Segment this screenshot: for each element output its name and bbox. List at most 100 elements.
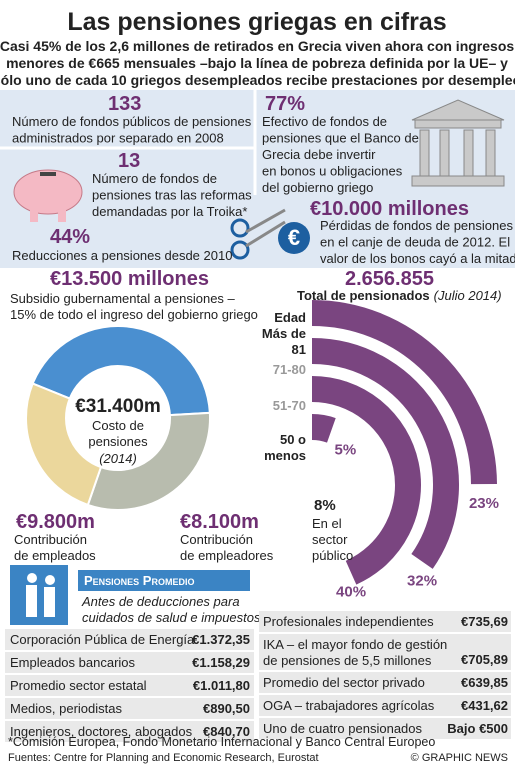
table-note: Antes de deducciones para xyxy=(81,594,240,609)
piggy-icon xyxy=(13,169,83,222)
row-label: Empleados bancarios xyxy=(10,655,136,670)
fact-text: valor de los bonos cayó a la mitad xyxy=(320,251,515,266)
public-text: sector xyxy=(312,532,348,547)
bank-icon xyxy=(411,99,505,187)
row-label: Ingenieros, doctores, abogados xyxy=(10,724,193,739)
row-value: €705,89 xyxy=(461,652,508,667)
cost-label: pensiones xyxy=(88,434,148,449)
fact-value: €10.000 millones xyxy=(310,198,469,220)
age-value: 32% xyxy=(407,572,437,589)
age-value: 5% xyxy=(335,441,357,458)
segment-text: Subsidio gubernamental a pensiones – xyxy=(10,291,236,306)
fact-text: pensiones que el Banco de xyxy=(262,131,419,146)
age-value: 40% xyxy=(336,584,366,601)
pensioners-label: Total de pensionados (Julio 2014) xyxy=(297,288,502,303)
table-title: Pensiones Promedio xyxy=(84,573,194,588)
table-header xyxy=(78,570,250,591)
row-label: Uno de cuatro pensionados xyxy=(263,721,423,736)
fact-text: del gobierno griego xyxy=(262,180,373,195)
row-label: IKA – el mayor fondo de gestión xyxy=(263,637,447,652)
segment-text: Contribución xyxy=(180,532,253,547)
row-label: Profesionales independientes xyxy=(263,614,434,629)
fact-value: 133 xyxy=(108,93,141,115)
footer-credit: © GRAPHIC NEWS xyxy=(411,752,508,764)
segment-text: de empleados xyxy=(14,548,96,563)
fact-value: 77% xyxy=(265,93,305,115)
public-value: 8% xyxy=(314,497,336,514)
age-label: Más de xyxy=(262,326,306,341)
pension-icon xyxy=(27,573,37,583)
table-row xyxy=(259,718,511,739)
public-text: En el xyxy=(312,516,342,531)
age-header: Edad xyxy=(274,310,306,325)
age-label: 71-80 xyxy=(273,362,306,377)
svg-text:€: € xyxy=(288,225,300,250)
segment-text: 15% de todo el ingreso del gobierno grie… xyxy=(10,307,258,322)
pension-icon xyxy=(45,575,55,585)
fact-text: demandadas por la Troika* xyxy=(92,204,247,219)
fact-value: 13 xyxy=(118,150,140,172)
pension-icon xyxy=(44,587,55,617)
row-value: €890,50 xyxy=(203,701,250,716)
footer-source: Fuentes: Centre for Planning and Economi… xyxy=(8,752,319,764)
cost-period: (2014) xyxy=(99,451,137,466)
fact-value: 44% xyxy=(50,226,90,248)
age-arc xyxy=(311,414,336,443)
row-value: €639,85 xyxy=(461,675,508,690)
table-row xyxy=(5,629,254,650)
subtitle: menores de €665 mensuales –bajo la línea… xyxy=(6,55,508,71)
row-label: Corporación Pública de Energía xyxy=(10,632,195,647)
pensioners-total: 2.656.855 xyxy=(345,268,434,290)
segment-text: de empleadores xyxy=(180,548,274,563)
table-row xyxy=(259,634,511,670)
row-value: €1.011,80 xyxy=(193,678,250,693)
cost-label: Costo de xyxy=(92,418,144,433)
row-value: Bajo €500 xyxy=(447,721,508,736)
table-row xyxy=(5,652,254,673)
table-note: cuidados de salud e impuestos xyxy=(82,610,261,625)
fact-text: pensiones tras las reformas xyxy=(92,188,252,203)
row-label: Promedio del sector privado xyxy=(263,675,425,690)
table-row xyxy=(5,675,254,696)
scissors-icon: € xyxy=(230,208,310,260)
age-label: 81 xyxy=(292,342,306,357)
footer-note: *Comisión Europea, Fondo Monetario Inter… xyxy=(8,735,435,749)
fact-text: en bonos u obligaciones xyxy=(262,164,403,179)
row-value: €840,70 xyxy=(203,724,250,739)
age-arc xyxy=(311,300,497,485)
public-text: público xyxy=(312,548,353,563)
table-row xyxy=(5,721,254,742)
row-value: €735,69 xyxy=(461,614,508,629)
cost-total: €31.400m xyxy=(75,396,161,417)
age-value: 23% xyxy=(469,495,499,512)
age-arc xyxy=(311,338,459,569)
subtitle: Casi 45% de los 2,6 millones de retirado… xyxy=(0,38,514,54)
row-label: OGA – trabajadores agrícolas xyxy=(263,698,435,713)
age-arc xyxy=(311,376,421,585)
row-value: €431,62 xyxy=(461,698,508,713)
fact-text: Reducciones a pensiones desde 2010 xyxy=(12,248,232,263)
row-value: €1.158,29 xyxy=(192,655,250,670)
fact-text: administrados por separado en 2008 xyxy=(12,131,224,146)
fact-text: Número de fondos públicos de pensiones xyxy=(12,114,252,129)
fact-text: Número de fondos de xyxy=(92,171,217,186)
pension-icon xyxy=(26,585,37,617)
fact-text: Efectivo de fondos de xyxy=(262,114,387,129)
row-label: Medios, periodistas xyxy=(10,701,122,716)
fact-text: en el canje de deuda de 2012. El xyxy=(320,235,510,250)
donut-segment xyxy=(31,325,211,417)
age-label: 50 o xyxy=(280,432,306,447)
age-label: 51-70 xyxy=(273,398,306,413)
fact-text: Grecia debe invertir xyxy=(262,147,376,162)
pension-icon xyxy=(10,565,68,625)
table-row xyxy=(5,698,254,719)
segment-value: €8.100m xyxy=(180,511,259,533)
row-label: de pensiones de 5,5 millones xyxy=(263,653,432,668)
table-row xyxy=(259,695,511,716)
title: Las pensiones griegas en cifras xyxy=(67,8,446,36)
subtitle: sólo uno de cada 10 griegos desempleados… xyxy=(0,72,515,88)
table-row xyxy=(259,672,511,693)
pensioners-label: Total de pensionados xyxy=(297,288,430,303)
pensioners-period: (Julio 2014) xyxy=(434,288,502,303)
